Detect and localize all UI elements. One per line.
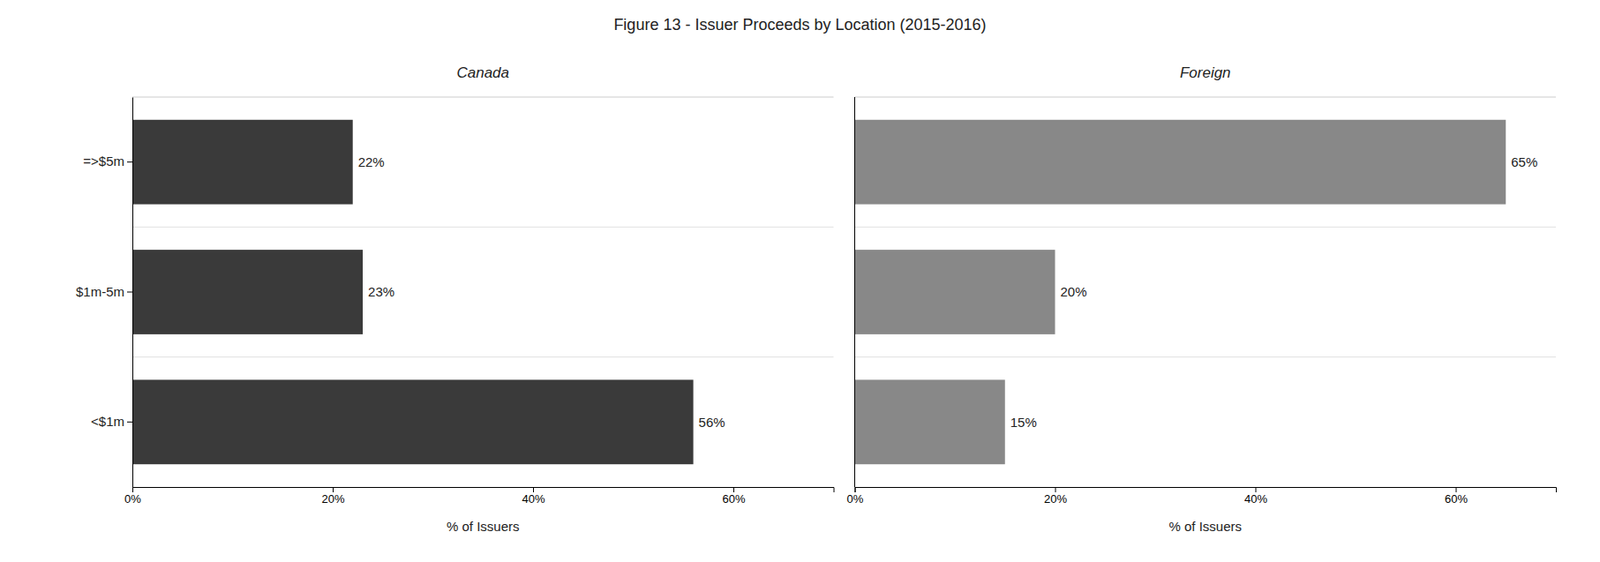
y-tick-mark [127, 161, 133, 163]
x-tick-mark [132, 487, 134, 493]
x-tick: 20% [1044, 487, 1067, 506]
row-separator [132, 356, 834, 358]
bar [855, 120, 1507, 205]
y-tick-mark [127, 292, 133, 293]
panel-header: Canada [456, 64, 510, 82]
y-axis-line [132, 97, 134, 489]
x-axis: 0% 20% 40% 60% [847, 487, 1557, 506]
x-tick-label: 20% [321, 492, 345, 506]
bar [132, 249, 363, 335]
x-tick: 60% [1444, 487, 1468, 506]
bar [855, 249, 1056, 335]
x-tick-label: 40% [1244, 492, 1268, 506]
panel: Foreign 15% 20% 65% 0% 20% 40% 60% % of Issuers [847, 64, 1557, 534]
y-tick-mark [127, 421, 133, 423]
x-tick-mark [1055, 487, 1057, 493]
data-label: 23% [368, 284, 395, 300]
y-axis-line [854, 97, 856, 488]
x-axis: 0% 20% 40% 60% [124, 487, 834, 506]
data-label: 15% [1010, 414, 1037, 430]
x-tick: 0% [124, 487, 142, 506]
x-tick-label: 40% [521, 492, 545, 506]
x-tick-mark [1456, 487, 1458, 493]
x-tick-mark [332, 487, 334, 493]
x-axis-title: % of Issuers [1168, 518, 1242, 534]
row-separator [855, 356, 1557, 358]
data-label: 65% [1510, 154, 1538, 170]
bar [132, 379, 694, 465]
panel: Canada 56% 23% 22% 0% 20% 40% 60% % of Issuers <$… [75, 64, 834, 534]
data-labels: 15% 20% 65% [1010, 154, 1539, 430]
x-axis-line [133, 488, 835, 494]
x-tick: 20% [321, 487, 345, 506]
data-label: 56% [698, 414, 726, 430]
x-axis-line [855, 488, 1557, 494]
x-tick-label: 20% [1044, 492, 1067, 506]
x-tick-mark [855, 487, 857, 493]
chart-title: Figure 13 - Issuer Proceeds by Location … [613, 15, 986, 34]
data-labels: 56% 23% 22% [358, 154, 726, 430]
row-separator [855, 226, 1557, 228]
data-label: 22% [358, 154, 385, 170]
x-tick-label: 60% [721, 492, 745, 506]
x-tick: 40% [521, 487, 545, 506]
category-label: =>$5m [82, 153, 125, 169]
panel-header: Foreign [1179, 64, 1232, 82]
x-tick: 40% [1244, 487, 1268, 506]
x-tick-label: 0% [847, 492, 864, 506]
data-label: 20% [1060, 284, 1088, 300]
x-tick-label: 60% [1444, 492, 1468, 506]
row-separator [132, 226, 834, 228]
category-label: $1m-5m [75, 284, 125, 300]
y-tick: =>$5m [82, 153, 133, 169]
x-tick-mark [533, 487, 534, 493]
x-tick-mark [733, 487, 735, 493]
y-axis: <$1m $1m-5m =>$5m [75, 97, 134, 489]
bar [132, 120, 354, 205]
panel-top-border [855, 97, 1557, 98]
bar [855, 379, 1006, 465]
bars [132, 120, 694, 465]
x-tick-mark [1255, 487, 1257, 493]
x-tick: 0% [847, 487, 864, 506]
panel-top-border [132, 97, 834, 98]
y-tick: $1m-5m [75, 284, 133, 300]
bars [855, 120, 1507, 465]
x-tick-label: 0% [124, 492, 142, 506]
x-axis-title: % of Issuers [446, 518, 520, 534]
chart: Figure 13 - Issuer Proceeds by Location … [0, 0, 1600, 562]
category-label: <$1m [90, 413, 125, 429]
x-tick: 60% [721, 487, 745, 506]
y-tick: <$1m [90, 413, 133, 429]
